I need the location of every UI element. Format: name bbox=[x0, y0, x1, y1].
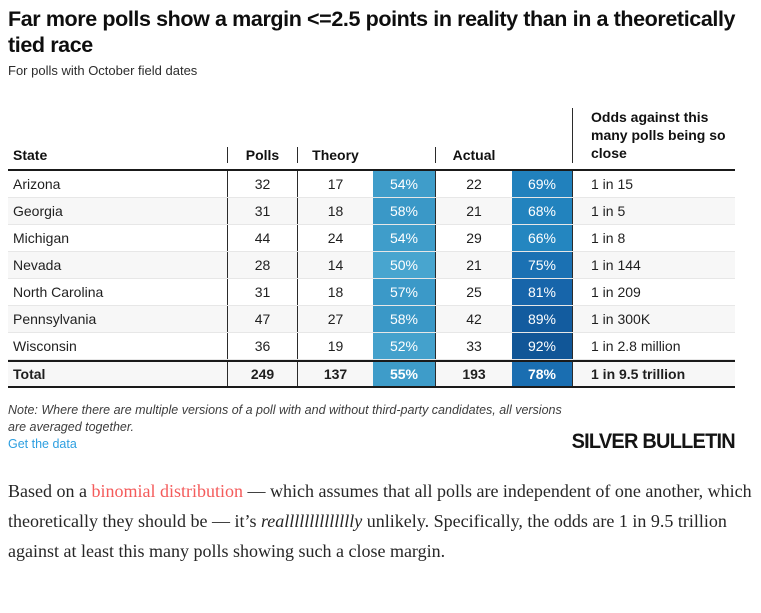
theory-cell: 18 bbox=[297, 197, 373, 224]
state-cell: Total bbox=[13, 365, 46, 382]
odds-cell: 1 in 209 bbox=[572, 278, 735, 305]
chart-title: Far more polls show a margin <=2.5 point… bbox=[8, 7, 736, 58]
theory-cell: 18 bbox=[297, 278, 373, 305]
col-header-polls: Polls bbox=[227, 146, 297, 163]
table-row: North Carolina 31 18 57% 25 81% 1 in 209 bbox=[8, 278, 735, 306]
actual-pct-cell: 78% bbox=[512, 361, 572, 386]
odds-cell: 1 in 300K bbox=[572, 305, 735, 332]
polls-cell: 32 bbox=[227, 170, 297, 197]
state-cell: Georgia bbox=[13, 202, 63, 219]
table-row: Michigan 44 24 54% 29 66% 1 in 8 bbox=[8, 224, 735, 252]
col-header-state: State bbox=[13, 146, 48, 163]
table-header-row: State Polls Theory Actual Odds against t… bbox=[8, 108, 735, 171]
state-cell: North Carolina bbox=[13, 283, 104, 300]
actual-cell: 42 bbox=[435, 305, 512, 332]
theory-pct-cell: 58% bbox=[373, 305, 435, 332]
state-cell: Michigan bbox=[13, 229, 70, 246]
get-the-data-link[interactable]: Get the data bbox=[8, 437, 77, 451]
odds-cell: 1 in 5 bbox=[572, 197, 735, 224]
paragraph-text: unlikely. Specifically, the odds are 1 i… bbox=[8, 511, 727, 562]
polls-table: State Polls Theory Actual Odds against t… bbox=[8, 108, 735, 388]
actual-cell: 21 bbox=[435, 251, 512, 278]
state-cell: Pennsylvania bbox=[13, 310, 97, 327]
theory-cell: 24 bbox=[297, 224, 373, 251]
odds-cell: 1 in 9.5 trillion bbox=[572, 361, 735, 386]
theory-pct-cell: 52% bbox=[373, 332, 435, 359]
table-row: Pennsylvania 47 27 58% 42 89% 1 in 300K bbox=[8, 305, 735, 333]
italic-emphasis: realllllllllllllly bbox=[260, 511, 363, 532]
theory-cell: 14 bbox=[297, 251, 373, 278]
table-row: Georgia 31 18 58% 21 68% 1 in 5 bbox=[8, 197, 735, 225]
odds-cell: 1 in 8 bbox=[572, 224, 735, 251]
odds-cell: 1 in 2.8 million bbox=[572, 332, 735, 359]
article-paragraph: Based on a binomial distribution — which… bbox=[8, 476, 753, 567]
theory-pct-cell: 54% bbox=[373, 170, 435, 197]
theory-pct-cell: 57% bbox=[373, 278, 435, 305]
actual-pct-cell: 92% bbox=[512, 332, 572, 359]
actual-pct-cell: 75% bbox=[512, 251, 572, 278]
actual-cell: 193 bbox=[435, 361, 512, 386]
actual-cell: 21 bbox=[435, 197, 512, 224]
odds-cell: 1 in 15 bbox=[572, 170, 735, 197]
theory-pct-cell: 54% bbox=[373, 224, 435, 251]
paragraph-text: — which assumes that all polls are indep… bbox=[8, 481, 752, 532]
table-row-total: Total 249 137 55% 193 78% 1 in 9.5 trill… bbox=[8, 359, 735, 388]
theory-cell: 137 bbox=[297, 361, 373, 386]
table-row: Nevada 28 14 50% 21 75% 1 in 144 bbox=[8, 251, 735, 279]
silver-bulletin-logo: SILVER BULLETIN bbox=[571, 430, 736, 453]
actual-pct-cell: 81% bbox=[512, 278, 572, 305]
table-row: Arizona 32 17 54% 22 69% 1 in 15 bbox=[8, 170, 735, 198]
actual-cell: 29 bbox=[435, 224, 512, 251]
polls-cell: 31 bbox=[227, 197, 297, 224]
actual-pct-cell: 69% bbox=[512, 170, 572, 197]
col-header-odds: Odds against this many polls being so cl… bbox=[572, 108, 735, 163]
theory-cell: 17 bbox=[297, 170, 373, 197]
state-cell: Wisconsin bbox=[13, 337, 77, 354]
polls-cell: 36 bbox=[227, 332, 297, 359]
polls-cell: 28 bbox=[227, 251, 297, 278]
polls-cell: 44 bbox=[227, 224, 297, 251]
actual-pct-cell: 68% bbox=[512, 197, 572, 224]
actual-pct-cell: 66% bbox=[512, 224, 572, 251]
actual-cell: 25 bbox=[435, 278, 512, 305]
chart-subtitle: For polls with October field dates bbox=[8, 63, 198, 78]
state-cell: Arizona bbox=[13, 175, 61, 192]
col-header-theory: Theory bbox=[297, 146, 373, 163]
theory-cell: 19 bbox=[297, 332, 373, 359]
binomial-distribution-link[interactable]: binomial distribution bbox=[91, 481, 243, 501]
theory-pct-cell: 50% bbox=[373, 251, 435, 278]
table-row: Wisconsin 36 19 52% 33 92% 1 in 2.8 mill… bbox=[8, 332, 735, 360]
theory-cell: 27 bbox=[297, 305, 373, 332]
actual-cell: 33 bbox=[435, 332, 512, 359]
actual-pct-cell: 89% bbox=[512, 305, 572, 332]
polls-cell: 31 bbox=[227, 278, 297, 305]
theory-pct-cell: 58% bbox=[373, 197, 435, 224]
table-footnote: Note: Where there are multiple versions … bbox=[8, 403, 562, 434]
odds-cell: 1 in 144 bbox=[572, 251, 735, 278]
actual-cell: 22 bbox=[435, 170, 512, 197]
state-cell: Nevada bbox=[13, 256, 62, 273]
polls-cell: 47 bbox=[227, 305, 297, 332]
theory-pct-cell: 55% bbox=[373, 361, 435, 386]
paragraph-text: Based on a bbox=[8, 481, 92, 501]
col-header-actual: Actual bbox=[435, 146, 512, 163]
polls-cell: 249 bbox=[227, 361, 297, 386]
